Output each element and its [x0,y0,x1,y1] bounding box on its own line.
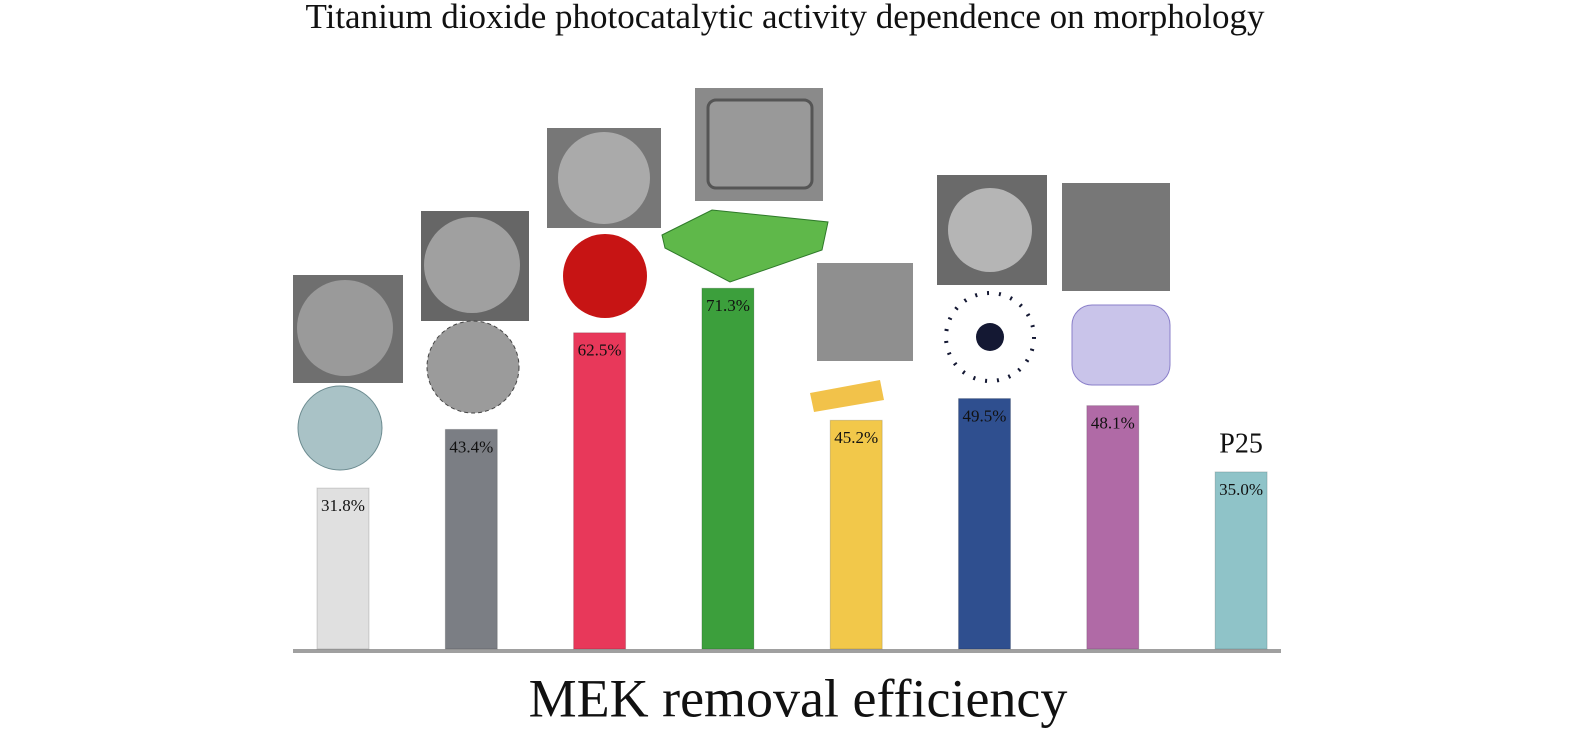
bar [316,487,370,650]
value-label: 35.0% [1219,480,1263,499]
value-label: 49.5% [963,406,1007,425]
value-label: 48.1% [1091,414,1135,433]
morphology-illustrations [293,88,1171,471]
value-label: 43.4% [449,437,493,456]
value-label: 45.2% [834,428,878,447]
x-axis-title: MEK removal efficiency [529,668,1068,728]
bar [829,419,883,650]
bar [958,398,1011,650]
category-label: P25 [1219,428,1263,459]
value-label: 71.3% [706,296,750,315]
bar [1086,405,1140,650]
bar [1214,471,1268,650]
bar [701,287,755,650]
value-label: 62.5% [578,341,622,360]
bar [444,428,498,650]
value-label: 31.8% [321,496,365,515]
chart-title: Titanium dioxide photocatalytic activity… [305,0,1265,36]
bar [573,332,627,650]
